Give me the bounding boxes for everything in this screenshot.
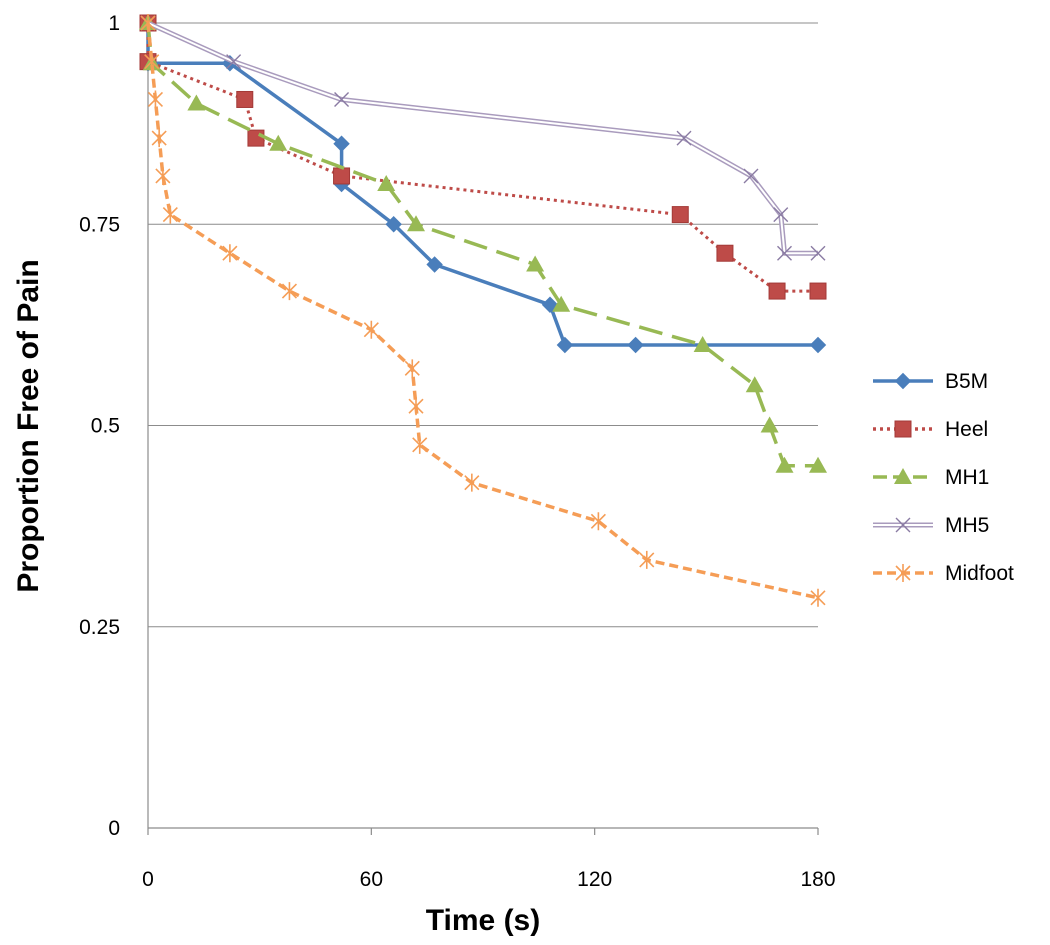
- data-point: [745, 376, 764, 393]
- data-point: [151, 129, 167, 148]
- legend-label: Heel: [945, 418, 988, 441]
- legend-label: B5M: [945, 370, 988, 393]
- y-axis-title: Proportion Free of Pain: [12, 259, 45, 592]
- data-point: [556, 336, 574, 354]
- data-point: [226, 54, 242, 70]
- x-tick-label: 120: [577, 868, 612, 891]
- x-tick-label: 180: [800, 868, 835, 891]
- data-point: [526, 255, 545, 272]
- data-point: [147, 90, 164, 109]
- data-point: [155, 166, 171, 185]
- x-tick-label: 60: [360, 868, 383, 891]
- legend-item-heel: Heel: [873, 418, 988, 441]
- data-point: [676, 130, 692, 146]
- data-point: [743, 168, 759, 184]
- legend-item-mh5: MH5: [873, 514, 989, 537]
- data-point: [768, 282, 786, 300]
- y-tick-label: 0.75: [79, 213, 120, 236]
- legend-item-midfoot: Midfoot: [873, 562, 1014, 585]
- data-point: [552, 295, 571, 312]
- legend-marker: [895, 517, 911, 533]
- data-point: [363, 320, 379, 339]
- data-point: [810, 245, 826, 261]
- data-point: [407, 215, 425, 232]
- legend: B5M Heel MH1 MH5 Midfoot: [873, 370, 1014, 585]
- x-tick-labels: 0 60 120 180: [142, 868, 835, 891]
- series-line: [146, 22, 819, 600]
- legend-item-mh1: MH1: [873, 466, 989, 489]
- y-tick-labels: 0 0.25 0.5 0.75 1: [79, 12, 120, 840]
- data-point: [809, 336, 827, 354]
- data-point: [671, 206, 689, 224]
- data-point: [408, 397, 424, 416]
- y-tick-label: 1: [108, 12, 120, 35]
- data-point: [809, 282, 827, 300]
- data-point: [334, 91, 350, 107]
- data-point: [412, 435, 428, 454]
- legend-label: Midfoot: [945, 562, 1014, 585]
- data-point: [404, 359, 420, 378]
- data-point: [162, 205, 178, 224]
- data-point: [426, 256, 443, 273]
- data-point: [810, 588, 826, 607]
- data-point: [627, 336, 644, 354]
- data-point: [464, 473, 480, 492]
- legend-marker: [894, 420, 912, 438]
- legend-item-b5m: B5M: [873, 370, 988, 393]
- legend-marker: [895, 564, 911, 582]
- data-point: [541, 296, 559, 313]
- data-point: [716, 244, 734, 262]
- legend-label: MH5: [945, 514, 989, 537]
- data-point: [269, 134, 288, 151]
- data-point: [333, 135, 350, 152]
- data-point: [236, 90, 254, 108]
- data-point: [377, 175, 396, 191]
- axes: [147, 23, 819, 835]
- y-tick-label: 0: [108, 817, 120, 840]
- data-point: [187, 94, 206, 111]
- legend-marker: [894, 468, 912, 484]
- data-point: [775, 456, 794, 473]
- x-axis-title: Time (s): [426, 904, 540, 937]
- data-point: [144, 52, 160, 71]
- y-tick-label: 0.25: [79, 616, 120, 639]
- data-point: [639, 550, 655, 569]
- data-point: [333, 167, 351, 185]
- y-tick-label: 0.5: [91, 415, 120, 438]
- data-point: [385, 216, 402, 233]
- data-point: [809, 456, 827, 473]
- series-line-inner: [147, 22, 818, 255]
- data-point: [281, 282, 298, 301]
- series-midfoot: [140, 14, 826, 607]
- data-point: [590, 512, 606, 531]
- data-point: [247, 129, 265, 147]
- data-point: [777, 245, 792, 261]
- legend-label: MH1: [945, 466, 989, 489]
- legend-marker: [894, 372, 912, 390]
- data-point: [693, 336, 712, 352]
- x-tick-label: 0: [142, 868, 154, 891]
- series-layer: [139, 14, 827, 607]
- data-point: [773, 207, 789, 223]
- data-point: [222, 244, 238, 263]
- data-point: [760, 416, 779, 433]
- data-point: [140, 14, 156, 32]
